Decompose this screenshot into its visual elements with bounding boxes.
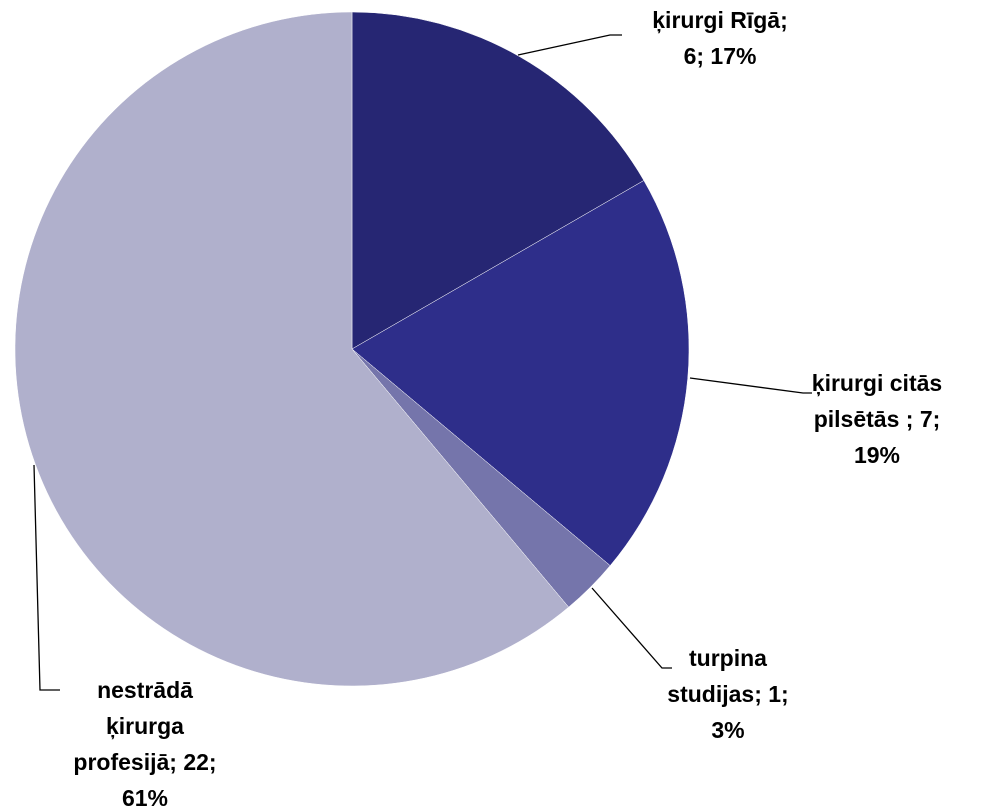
data-label: 6; 17% bbox=[684, 43, 757, 69]
data-label: 3% bbox=[711, 717, 744, 743]
leader-line bbox=[33, 464, 60, 691]
pie-slice bbox=[14, 11, 569, 687]
data-label: studijas; 1; bbox=[667, 681, 788, 707]
data-label: profesijā; 22; bbox=[73, 749, 216, 775]
leader-line bbox=[517, 34, 622, 56]
leader-line bbox=[591, 587, 672, 669]
data-label: ķirurga bbox=[106, 713, 184, 739]
data-label: pilsētās ; 7; bbox=[814, 406, 941, 432]
pie-slice bbox=[351, 180, 690, 566]
data-label: ķirurgi Rīgā; bbox=[652, 7, 787, 33]
data-label: 19% bbox=[854, 442, 900, 468]
leader-line bbox=[689, 377, 812, 394]
data-label: nestrādā bbox=[97, 677, 193, 703]
data-label: 61% bbox=[122, 785, 168, 810]
data-label: turpina bbox=[689, 645, 767, 671]
pie-slice bbox=[351, 11, 645, 350]
data-label: ķirurgi citās bbox=[812, 370, 942, 396]
